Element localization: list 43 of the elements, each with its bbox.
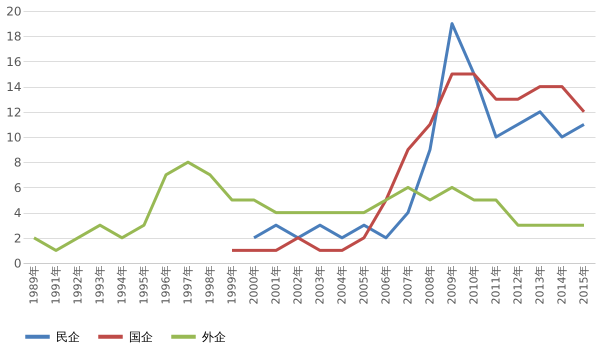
y-tick-label: 14 bbox=[6, 80, 22, 94]
x-tick-label: 2001年 bbox=[270, 266, 282, 304]
x-tick-label: 2003年 bbox=[314, 266, 326, 304]
x-tick-label: 1995年 bbox=[138, 266, 150, 304]
y-tick-label: 2 bbox=[14, 231, 22, 246]
line-series bbox=[230, 72, 586, 252]
legend-label: 国企 bbox=[129, 330, 153, 344]
y-tick-label: 6 bbox=[14, 180, 22, 195]
x-tick-label: 1993年 bbox=[94, 266, 106, 304]
x-tick-label: 1999年 bbox=[226, 266, 238, 304]
x-tick-label: 2009年 bbox=[446, 266, 458, 304]
x-tick-label: 2005年 bbox=[358, 266, 370, 304]
x-tick-label: 2007年 bbox=[402, 266, 414, 304]
x-tick-label: 2013年 bbox=[534, 266, 546, 304]
x-tick-label: 2008年 bbox=[424, 266, 436, 304]
x-tick-label: 2006年 bbox=[380, 266, 392, 304]
y-tick-label: 0 bbox=[14, 256, 22, 270]
x-tick-label: 2002年 bbox=[292, 266, 304, 304]
x-tick-label: 2012年 bbox=[512, 266, 524, 304]
line-series bbox=[252, 22, 586, 240]
legend-label: 外企 bbox=[202, 330, 226, 344]
y-tick-label: 16 bbox=[6, 54, 22, 69]
x-tick-label: 2015年 bbox=[578, 266, 590, 304]
x-tick-label: 2011年 bbox=[490, 266, 502, 304]
line-series bbox=[32, 160, 586, 252]
y-tick-label: 18 bbox=[6, 30, 22, 44]
x-tick-label: 2014年 bbox=[556, 266, 568, 304]
x-tick-label: 1994年 bbox=[116, 266, 128, 304]
x-tick-label: 2010年 bbox=[468, 266, 480, 304]
x-tick-label: 1992年 bbox=[72, 266, 84, 304]
x-tick-label: 1991年 bbox=[50, 266, 62, 304]
x-tick-label: 2000年 bbox=[248, 266, 260, 304]
x-tick-label: 1996年 bbox=[160, 266, 172, 304]
x-tick-label: 1998年 bbox=[204, 266, 216, 304]
y-tick-label: 12 bbox=[6, 105, 22, 120]
y-tick-label: 20 bbox=[6, 4, 22, 18]
legend-label: 民企 bbox=[56, 330, 80, 344]
x-tick-label: 1997年 bbox=[182, 266, 194, 304]
x-tick-label: 1989年 bbox=[28, 266, 40, 304]
y-tick-label: 4 bbox=[14, 206, 22, 220]
y-tick-label: 10 bbox=[6, 130, 22, 144]
y-tick-label: 8 bbox=[14, 156, 22, 170]
x-tick-label: 2004年 bbox=[336, 266, 348, 304]
